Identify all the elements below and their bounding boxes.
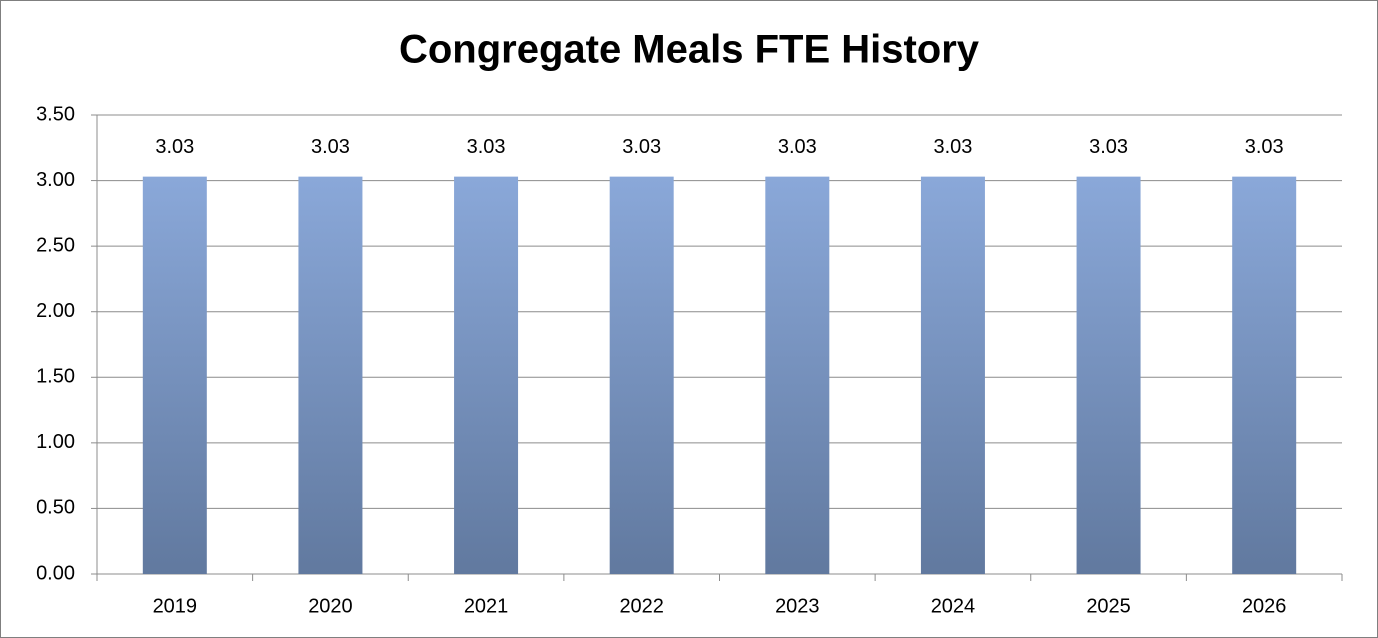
x-tick-label: 2025 [1086,595,1131,617]
bar [1232,176,1297,574]
data-label: 3.03 [778,136,817,158]
x-tick-label: 2022 [619,595,664,617]
y-tick-label: 2.50 [36,234,75,256]
y-tick-label: 0.00 [36,562,75,584]
data-label: 3.03 [933,136,972,158]
bar [142,176,207,574]
y-tick-label: 1.50 [36,366,75,388]
y-tick-label: 0.50 [36,497,75,519]
y-tick-label: 3.00 [36,169,75,191]
bar [1076,176,1141,574]
y-tick-label: 2.00 [36,300,75,322]
data-label: 3.03 [622,136,661,158]
x-tick-label: 2026 [1242,595,1287,617]
bar [765,176,830,574]
data-label: 3.03 [311,136,350,158]
x-tick-label: 2024 [931,595,976,617]
bar [298,176,363,574]
data-label: 3.03 [1245,136,1284,158]
bar [920,176,985,574]
x-tick-label: 2021 [464,595,509,617]
data-label: 3.03 [467,136,506,158]
bar [609,176,674,574]
y-tick-label: 3.50 [36,103,75,125]
x-tick-label: 2020 [308,595,353,617]
y-tick-label: 1.00 [36,431,75,453]
bar [454,176,519,574]
x-tick-label: 2023 [775,595,820,617]
chart-title: Congregate Meals FTE History [399,28,980,72]
x-tick-label: 2019 [153,595,198,617]
data-label: 3.03 [1089,136,1128,158]
data-label: 3.03 [155,136,194,158]
